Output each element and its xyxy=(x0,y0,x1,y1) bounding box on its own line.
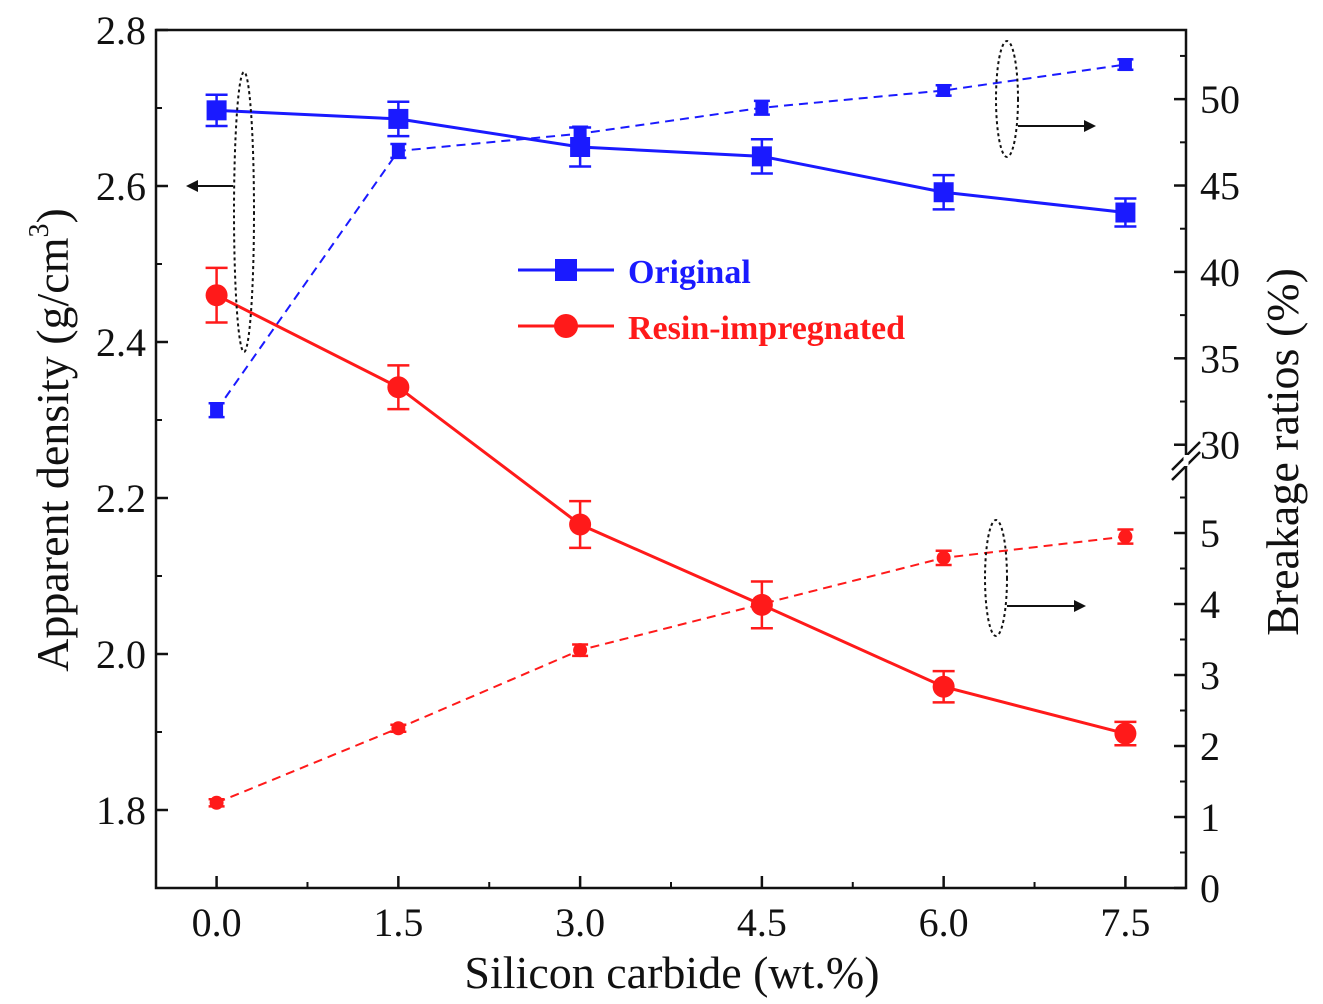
series-1 xyxy=(205,266,1137,747)
series-0 xyxy=(205,93,1137,228)
data-point xyxy=(205,284,228,307)
x-axis-title: Silicon carbide (wt.%) xyxy=(464,947,879,998)
right-tick-label: 0 xyxy=(1200,866,1220,911)
data-point xyxy=(751,146,772,167)
data-point xyxy=(933,182,954,203)
right-tick-label: 1 xyxy=(1200,795,1220,840)
data-point xyxy=(936,550,951,565)
series-3 xyxy=(208,528,1134,810)
series-layer xyxy=(205,58,1137,810)
legend-label-resin: Resin-impregnated xyxy=(628,310,905,347)
legend: Original Resin-impregnated xyxy=(518,254,905,347)
x-tick-label: 1.5 xyxy=(373,900,423,945)
data-point xyxy=(1115,202,1136,223)
left-axis-title: Apparent density (g/cm3) xyxy=(24,208,78,672)
right-axis-title: Breakage ratios (%) xyxy=(1257,268,1308,636)
x-tick-label: 3.0 xyxy=(555,900,605,945)
data-point xyxy=(755,101,769,115)
left-tick-label: 2.8 xyxy=(96,8,146,53)
x-tick-label: 4.5 xyxy=(737,900,787,945)
left-tick-label: 2.0 xyxy=(96,632,146,677)
series-line xyxy=(215,63,1126,411)
indicator-arrowhead-left xyxy=(186,180,198,192)
left-tick-label: 2.6 xyxy=(96,164,146,209)
series-line xyxy=(215,293,1126,736)
indicator-ellipse-left xyxy=(233,71,255,353)
left-tick-label: 1.8 xyxy=(96,788,146,833)
x-axis-ticks: 0.0 1.5 3.0 4.5 6.0 7.5 xyxy=(192,876,1150,945)
right-tick-label: 40 xyxy=(1200,250,1240,295)
axis-break-marks xyxy=(1171,441,1201,481)
x-tick-label: 7.5 xyxy=(1100,900,1150,945)
right-tick-label: 4 xyxy=(1200,582,1220,627)
data-point xyxy=(932,675,955,698)
left-tick-label: 2.4 xyxy=(96,320,146,365)
indicator-arrowhead-red-right xyxy=(1074,600,1086,612)
indicator-arrowhead-blue-right xyxy=(1084,120,1096,132)
data-point xyxy=(1118,58,1132,72)
left-axis-title-main: Apparent density (g/cm xyxy=(27,237,78,672)
series-line xyxy=(216,535,1126,804)
left-axis-ticks: 1.8 2.0 2.2 2.4 2.6 2.8 xyxy=(96,8,168,889)
data-point xyxy=(391,144,405,158)
indicator-ellipse-red-right xyxy=(984,519,1008,637)
data-point xyxy=(573,643,588,658)
right-tick-label: 3 xyxy=(1200,653,1220,698)
data-point xyxy=(387,376,410,399)
legend-item-original: Original xyxy=(518,254,751,291)
data-point xyxy=(206,100,227,121)
legend-item-resin: Resin-impregnated xyxy=(518,310,905,347)
series-2 xyxy=(208,58,1134,419)
data-point xyxy=(209,795,224,810)
right-tick-label: 50 xyxy=(1200,77,1240,122)
right-tick-label: 45 xyxy=(1200,164,1240,209)
data-point xyxy=(570,137,591,157)
plot-frame xyxy=(154,28,1188,890)
data-point xyxy=(210,403,224,417)
data-point xyxy=(750,593,773,616)
left-axis-title-superscript: 3 xyxy=(24,224,55,238)
data-point xyxy=(1114,722,1137,745)
right-tick-label: 35 xyxy=(1200,336,1240,381)
x-tick-label: 0.0 xyxy=(192,900,242,945)
data-point xyxy=(388,108,409,129)
indicator-ellipse-blue-right xyxy=(995,40,1019,158)
data-point xyxy=(1118,529,1133,544)
series-line xyxy=(216,108,1126,215)
data-point xyxy=(391,721,406,736)
legend-label-original: Original xyxy=(628,254,751,291)
right-tick-label: 30 xyxy=(1200,423,1240,468)
axis-indicators xyxy=(186,40,1096,637)
x-tick-label: 6.0 xyxy=(919,900,969,945)
left-tick-label: 2.2 xyxy=(96,476,146,521)
left-axis-title-close: ) xyxy=(27,208,78,223)
right-tick-label: 2 xyxy=(1200,724,1220,769)
data-point xyxy=(937,83,951,97)
right-tick-label: 5 xyxy=(1200,511,1220,556)
data-point xyxy=(569,513,592,536)
